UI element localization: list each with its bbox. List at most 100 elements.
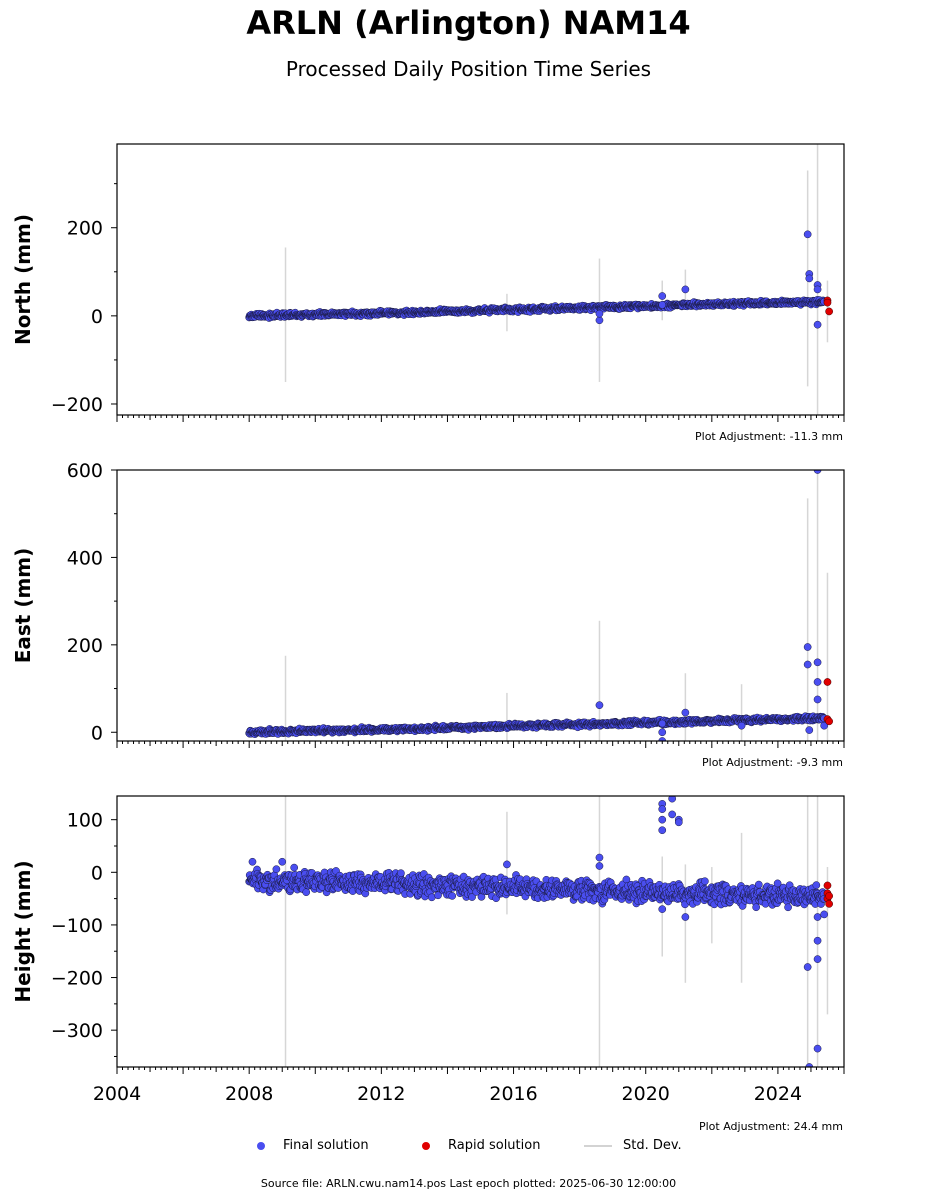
panel-1-outlier-5 [803, 230, 812, 239]
panel-2-outlier-13 [820, 721, 829, 730]
final-point [290, 863, 299, 872]
panel-3-outlier-11 [668, 810, 677, 819]
panel-3-outlier-13 [674, 818, 683, 827]
panel-3-outlier-10 [668, 796, 677, 803]
panel-3-outlier-17 [813, 936, 822, 945]
panel-3-outlier-14 [681, 913, 690, 921]
panel-3-ylabel: Height (mm) [11, 860, 35, 1002]
panel-2-outlier-5 [737, 721, 746, 730]
legend-std-label: Std. Dev. [623, 1138, 682, 1153]
panel-3-outlier-21 [820, 910, 829, 919]
panel-1-final-points [245, 296, 829, 322]
final-point [752, 903, 761, 912]
panel-3-rapid-point-4 [825, 892, 833, 900]
panel-1-outlier-3 [658, 292, 667, 300]
panel-2-ytick-label: 600 [67, 460, 103, 482]
panel-1-outlier-7 [805, 274, 814, 283]
legend-final-label: Final solution [283, 1138, 369, 1153]
panel-3-plot-adjustment: Plot Adjustment: 24.4 mm [699, 1120, 843, 1133]
panel-1-plot-area [245, 144, 833, 415]
final-point [468, 893, 476, 901]
panel-2-outlier-4 [681, 708, 690, 717]
panel-2-outlier-9 [813, 658, 822, 667]
final-point [272, 865, 281, 874]
panel-1-outlier-0 [595, 316, 604, 325]
panel-3-frame [116, 795, 845, 1068]
panel-2-frame [116, 469, 845, 742]
panel-1-frame [116, 143, 845, 416]
panel-3-xtick-label: 2008 [225, 1083, 273, 1105]
final-point [812, 881, 821, 889]
panel-2-outlier-8 [805, 726, 814, 734]
final-point [302, 888, 311, 897]
panel-3-outlier-8 [658, 826, 667, 835]
panel-1-ytick-label: 200 [67, 218, 103, 240]
legend-final: Final solution [257, 1138, 369, 1153]
panel-3-outlier-15 [803, 963, 812, 971]
panel-2-final-points [245, 712, 829, 738]
final-point [784, 903, 792, 912]
panel-1-ytick-label: −200 [51, 394, 103, 416]
panel-3: −300 −200 −100 0 100 Height (mm) 2004 2008 2012 2… [11, 795, 845, 1133]
panel-2-outlier-12 [813, 470, 822, 474]
legend-rapid: Rapid solution [422, 1138, 540, 1153]
panel-2-outlier-6 [803, 643, 812, 651]
panel-3-outlier-20 [813, 913, 822, 921]
panel-3-outlier-1 [278, 857, 287, 866]
panel-3-plot-area [245, 796, 833, 1067]
panel-3-outlier-3 [595, 853, 604, 862]
final-point [448, 892, 457, 900]
final-point [397, 869, 405, 878]
panel-1-outlier-1 [595, 309, 604, 318]
panel-3-ytick-label: −200 [51, 968, 103, 990]
panel-1-ytick-label: 0 [91, 306, 103, 328]
panel-1-outlier-10 [813, 285, 822, 294]
std-line-icon [584, 1144, 612, 1147]
panel-2-ytick-label: 400 [67, 547, 103, 569]
panel-3-ytick-label: −100 [51, 915, 103, 937]
panel-2-outlier-2 [658, 719, 667, 728]
panel-2-ytick-label: 200 [67, 635, 103, 657]
panel-3-xtick-label: 2016 [489, 1083, 537, 1105]
figure-subtitle: Processed Daily Position Time Series [285, 57, 652, 81]
panel-1-plot-adjustment: Plot Adjustment: -11.3 mm [695, 430, 843, 443]
panel-3-final-points [245, 863, 829, 912]
panel-3-ytick-label: 0 [91, 862, 103, 884]
panel-3-rapid-point-0 [823, 881, 832, 890]
panel-2-ytick-label: 0 [91, 722, 103, 744]
rapid-marker-icon [422, 1141, 430, 1150]
panel-3-outlier-4 [595, 862, 604, 870]
panel-1-ylabel: North (mm) [11, 214, 35, 345]
panel-3-outlier-18 [813, 955, 822, 963]
panel-3-xtick-label: 2012 [357, 1083, 405, 1105]
panel-3-outlier-16 [805, 1063, 814, 1067]
panel-1-outlier-8 [813, 320, 822, 329]
panel-3-outlier-0 [248, 857, 257, 866]
panel-2-outlier-0 [595, 701, 604, 710]
panel-3-outlier-9 [658, 905, 667, 913]
panel-3-xtick-label: 2020 [622, 1083, 670, 1105]
panel-3-ytick-label: −300 [51, 1020, 103, 1042]
final-point [773, 879, 782, 888]
panel-3-outlier-6 [658, 805, 667, 814]
figure-title: ARLN (Arlington) NAM14 [246, 4, 691, 42]
panel-1-outlier-2 [658, 300, 667, 309]
panel-2-plot-area [245, 470, 833, 741]
panel-2-outlier-1 [658, 728, 667, 737]
final-marker-icon [257, 1141, 265, 1150]
legend-rapid-label: Rapid solution [448, 1138, 541, 1153]
panel-3-outlier-7 [658, 815, 667, 824]
panel-2-outlier-10 [813, 678, 822, 686]
panel-2-ylabel: East (mm) [11, 548, 35, 664]
panel-2-rapid-point-0 [823, 678, 832, 686]
panel-3-outlier-19 [813, 1044, 822, 1053]
panel-1: −200 0 200 North (mm) Plot Adjustment: -11.3… [11, 143, 845, 443]
final-point [754, 880, 763, 889]
panel-2-plot-adjustment: Plot Adjustment: -9.3 mm [702, 756, 843, 769]
panel-2: 0 200 400 600 East (mm) Plot Adjustment: -9.3… [11, 460, 845, 769]
panel-3-ytick-label: 100 [67, 810, 103, 832]
panel-1-rapid-point-1 [823, 298, 832, 307]
panel-1-rapid-point-2 [825, 307, 833, 316]
panel-1-outlier-4 [681, 285, 690, 294]
